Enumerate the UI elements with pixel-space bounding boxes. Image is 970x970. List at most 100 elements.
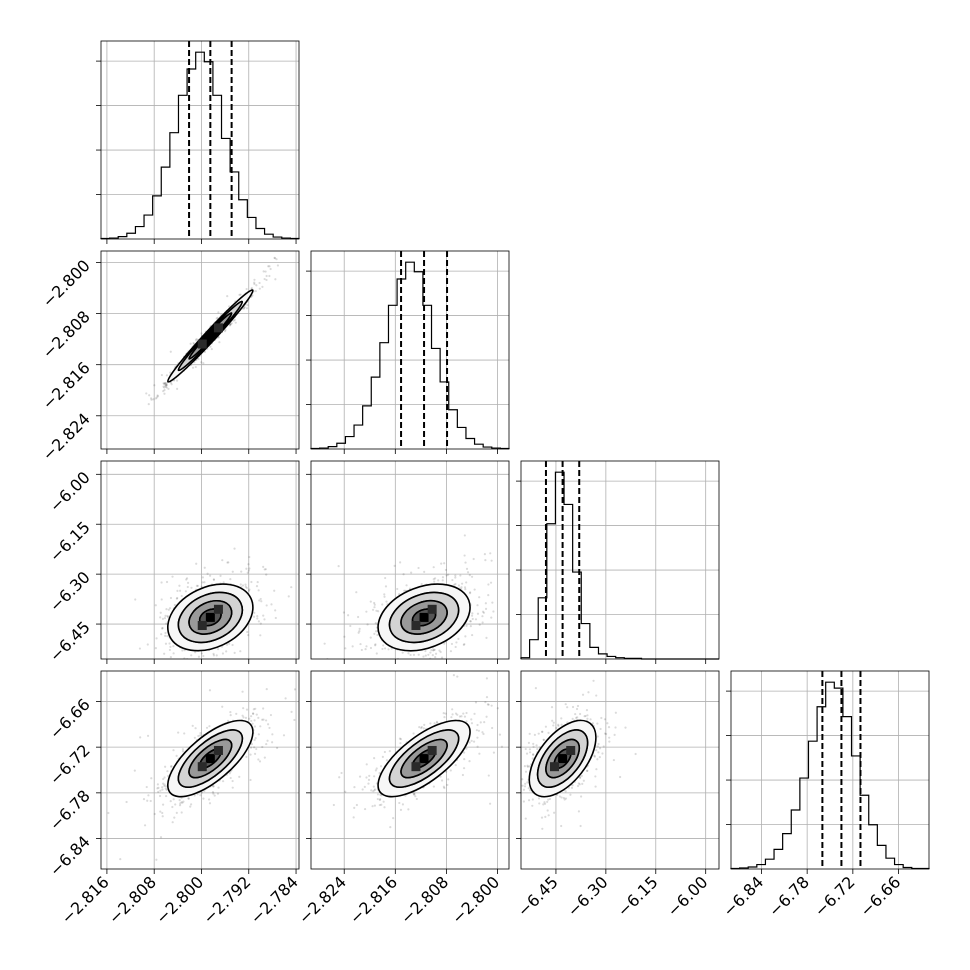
- sample-point: [221, 780, 225, 783]
- sample-point: [435, 721, 439, 724]
- sample-point: [375, 652, 378, 655]
- panel-frame: [100, 250, 300, 450]
- sample-point: [229, 711, 232, 714]
- sample-point: [481, 731, 484, 734]
- sample-point: [465, 711, 468, 715]
- sample-point: [169, 596, 173, 600]
- sample-point: [440, 562, 443, 565]
- sample-point: [200, 361, 203, 364]
- sample-point: [359, 642, 362, 646]
- sample-point: [165, 383, 168, 387]
- sample-point: [478, 752, 481, 755]
- sample-point: [440, 779, 444, 782]
- sample-point: [432, 785, 435, 788]
- sample-point: [365, 645, 368, 648]
- sample-point: [444, 712, 447, 715]
- sample-point: [441, 576, 445, 579]
- sample-point: [223, 330, 227, 333]
- sample-point: [472, 557, 475, 561]
- sample-point: [161, 627, 164, 630]
- sample-point: [190, 586, 193, 589]
- sample-point: [373, 788, 377, 791]
- sample-point: [253, 282, 256, 286]
- sample-point: [181, 801, 184, 804]
- sample-point: [473, 588, 476, 591]
- sample-point: [199, 794, 202, 797]
- density-peak-cell: [419, 754, 429, 764]
- sample-point: [385, 600, 388, 603]
- sample-point: [547, 731, 550, 734]
- sample-point: [262, 718, 265, 721]
- sample-point: [433, 722, 436, 725]
- sample-point: [367, 782, 370, 785]
- sample-point: [246, 571, 249, 574]
- density-peak-cell: [411, 621, 421, 631]
- sample-point: [194, 651, 197, 654]
- sample-point: [229, 577, 232, 581]
- sample-point: [160, 581, 163, 584]
- sample-point: [212, 792, 215, 795]
- sample-point: [476, 612, 480, 615]
- sample-point: [166, 635, 169, 638]
- sample-point: [399, 561, 402, 564]
- sample-point: [212, 578, 216, 581]
- sample-point: [464, 588, 467, 591]
- sample-point: [165, 788, 168, 791]
- sample-point: [457, 637, 460, 640]
- sample-point: [148, 394, 151, 397]
- panel-frame: [100, 40, 300, 240]
- sample-point: [268, 726, 271, 730]
- sample-point: [481, 610, 485, 613]
- sample-point: [463, 758, 466, 761]
- sample-point: [373, 789, 376, 792]
- sample-point: [379, 798, 382, 801]
- sample-point: [474, 701, 478, 704]
- sample-point: [477, 729, 481, 732]
- sample-point: [150, 777, 153, 780]
- sample-point: [603, 718, 607, 721]
- sample-point: [225, 643, 229, 646]
- density-peak-cell: [205, 331, 215, 341]
- sample-point: [479, 721, 482, 724]
- sample-point: [208, 689, 212, 692]
- sample-point: [212, 785, 215, 788]
- sample-point: [382, 800, 385, 803]
- sample-point: [442, 712, 445, 715]
- sample-point: [247, 634, 250, 637]
- sample-point: [193, 659, 195, 661]
- sample-point: [264, 270, 267, 273]
- sample-point: [512, 787, 514, 789]
- sample-point: [194, 727, 197, 730]
- sample-point: [149, 799, 152, 803]
- sample-point: [256, 614, 259, 618]
- sample-point: [228, 642, 231, 645]
- sample-point: [258, 760, 262, 763]
- sample-point: [498, 733, 502, 736]
- sample-point: [233, 651, 236, 654]
- sample-point: [405, 584, 408, 587]
- sample-point: [454, 582, 457, 586]
- sample-point: [262, 707, 265, 710]
- sample-point: [358, 775, 362, 778]
- sample-point: [154, 604, 157, 607]
- sample-point: [476, 736, 479, 739]
- sample-point: [532, 745, 535, 748]
- sample-point: [196, 793, 199, 796]
- sample-point: [255, 713, 258, 716]
- sample-point: [383, 595, 386, 598]
- sample-point: [417, 653, 420, 656]
- sample-point: [242, 307, 245, 310]
- sample-point: [250, 715, 253, 718]
- sample-point: [170, 765, 173, 768]
- sample-point: [401, 651, 404, 654]
- sample-point: [462, 767, 466, 770]
- sample-point: [442, 785, 445, 788]
- sample-point: [258, 599, 261, 602]
- sample-point: [146, 799, 149, 802]
- sample-point: [415, 797, 418, 801]
- density-peak-cell: [411, 762, 421, 772]
- sample-point: [195, 584, 198, 587]
- sample-point: [212, 652, 215, 655]
- sample-point: [242, 306, 246, 309]
- sample-point: [377, 610, 380, 613]
